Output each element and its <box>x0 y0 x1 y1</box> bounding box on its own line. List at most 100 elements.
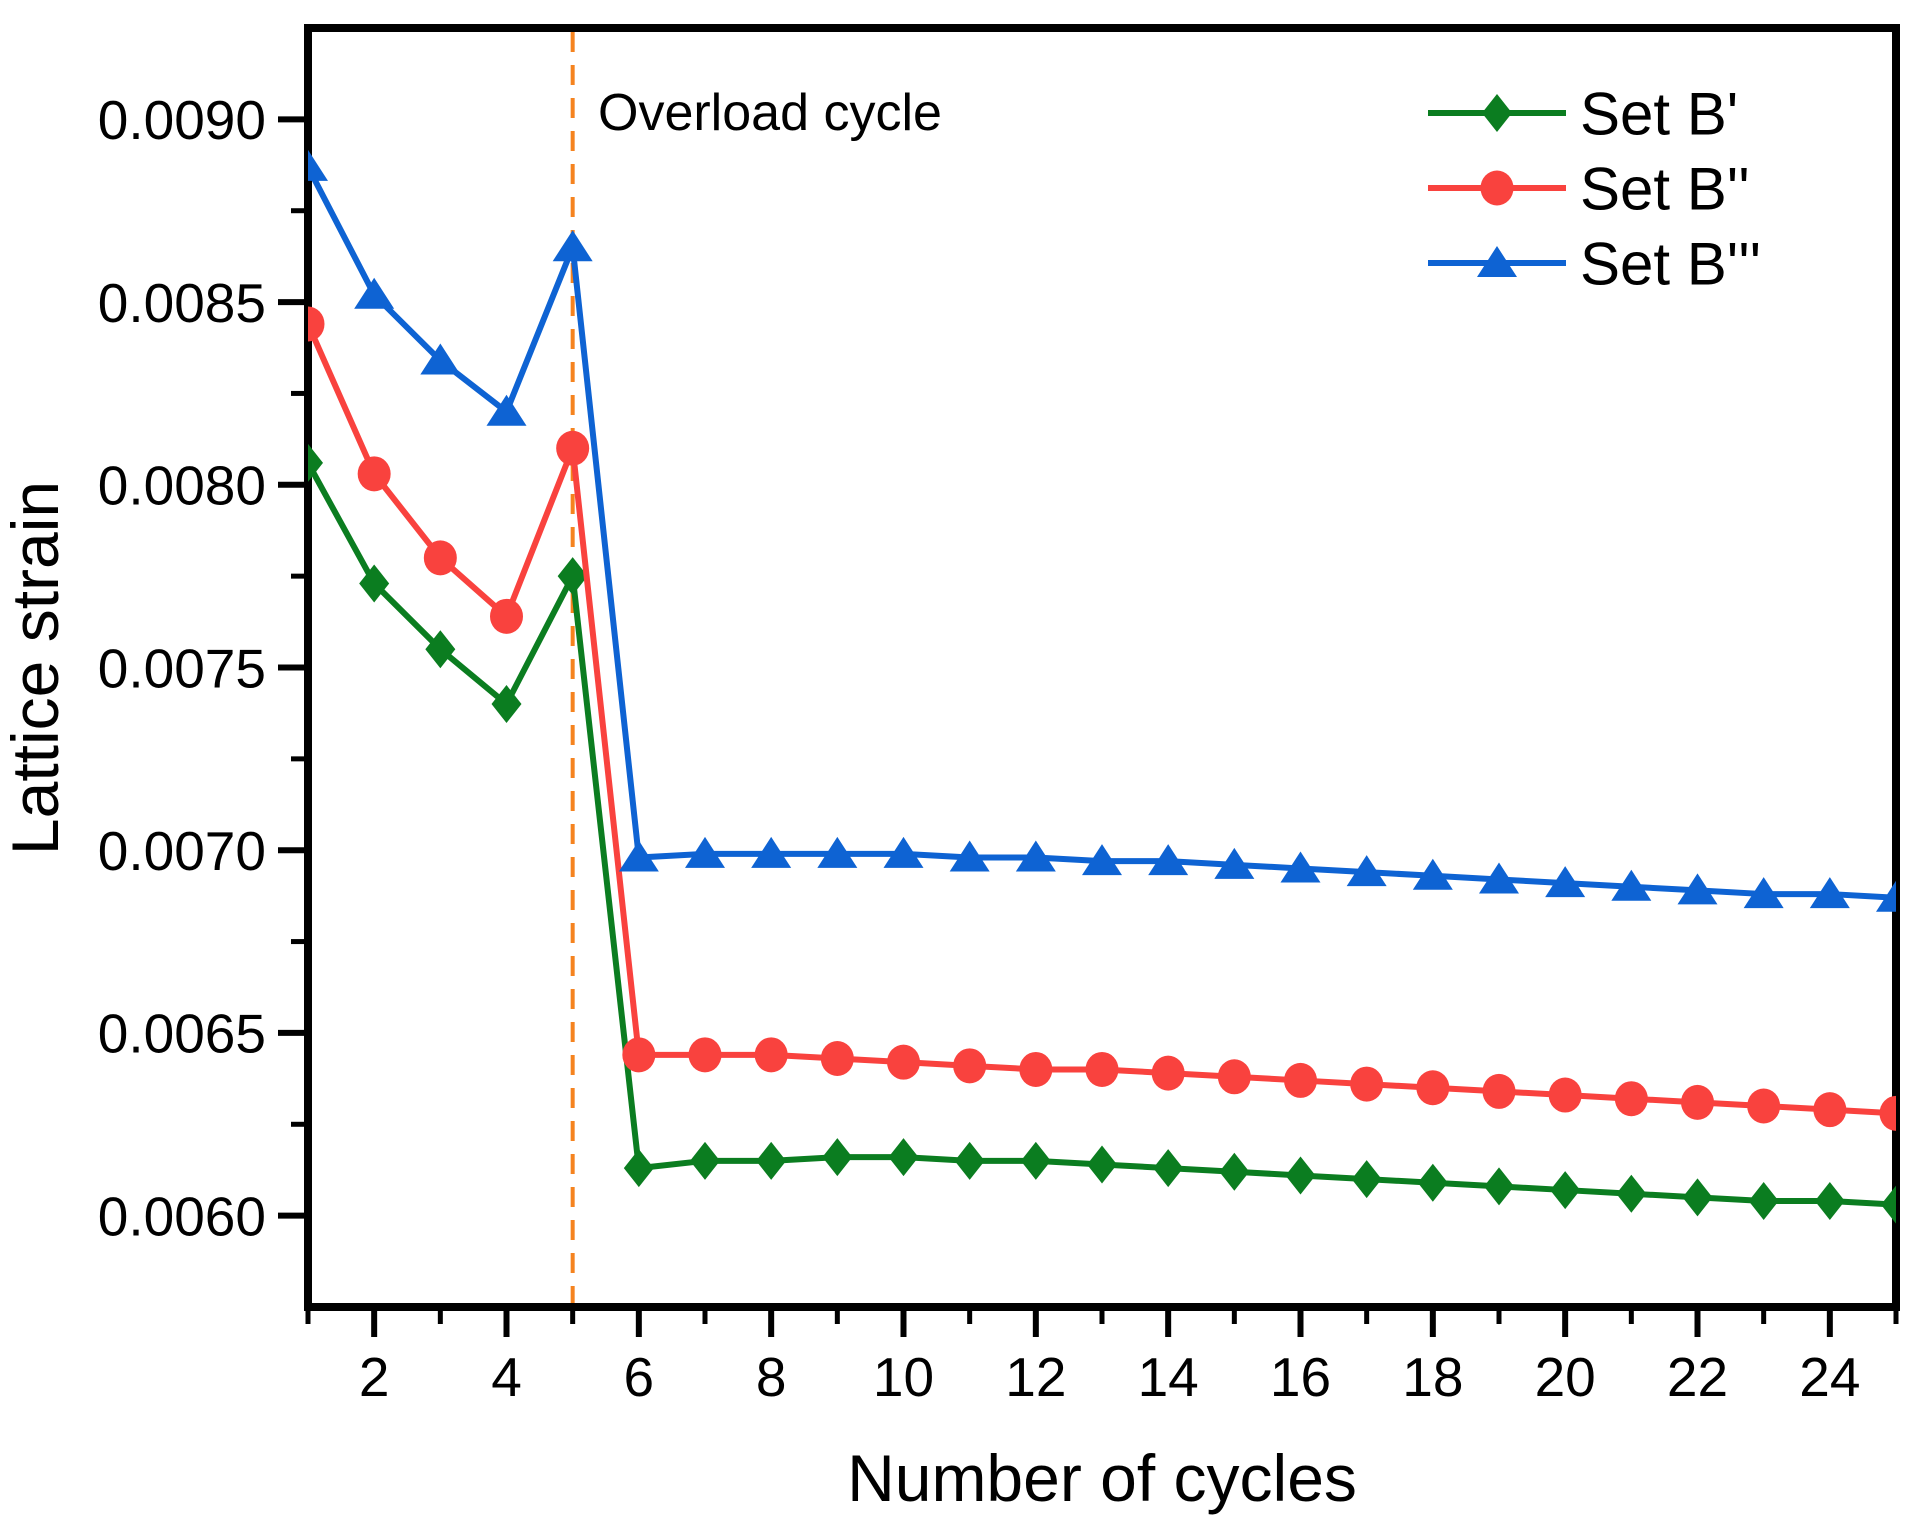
x-tick-label: 20 <box>1535 1346 1596 1408</box>
series-set-b <box>308 149 1896 912</box>
circle-marker <box>423 540 457 576</box>
y-tick-label: 0.0060 <box>98 1185 266 1247</box>
x-tick-label: 14 <box>1138 1346 1199 1408</box>
circle-marker <box>1482 1073 1516 1109</box>
diamond-marker <box>822 1138 853 1177</box>
diamond-marker <box>1482 94 1512 132</box>
legend-label-set-b-triple-prime: Set B''' <box>1580 231 1761 298</box>
x-tick-label: 6 <box>624 1346 655 1408</box>
triangle-marker <box>354 277 395 309</box>
legend-label-set-b-prime: Set B' <box>1580 81 1738 148</box>
diamond-marker <box>1417 1163 1448 1202</box>
diamond-marker <box>690 1141 720 1180</box>
plot-border <box>304 24 1900 1311</box>
triangle-marker <box>1082 844 1122 876</box>
series-set-b-line <box>308 459 1896 1208</box>
x-tick-label: 18 <box>1402 1346 1463 1408</box>
circle-marker <box>1019 1051 1053 1087</box>
circle-marker <box>490 598 523 634</box>
circle-marker <box>1085 1051 1119 1087</box>
diamond-marker <box>1616 1174 1647 1213</box>
legend: Set B' Set B'' Set B''' <box>1428 81 1761 298</box>
y-axis-title: Lattice strain <box>0 481 72 855</box>
circle-marker <box>1548 1077 1582 1113</box>
triangle-marker <box>1477 246 1517 277</box>
triangle-marker <box>817 836 858 868</box>
series-set-b <box>308 443 1896 1224</box>
circle-marker <box>688 1037 722 1073</box>
diamond-marker <box>359 564 390 603</box>
circle-marker <box>1217 1059 1251 1095</box>
circle-marker <box>1681 1084 1714 1120</box>
diamond-marker <box>1881 1185 1896 1224</box>
diamond-marker <box>1219 1152 1250 1191</box>
diamond-marker <box>888 1138 919 1177</box>
diamond-marker <box>756 1141 787 1180</box>
triangle-marker <box>751 836 792 868</box>
triangle-marker <box>1876 880 1896 912</box>
y-tick-label: 0.0065 <box>98 1003 266 1065</box>
x-tick-label: 2 <box>359 1346 390 1408</box>
triangle-marker <box>1280 851 1321 883</box>
y-tick-label: 0.0090 <box>98 89 266 151</box>
triangle-marker <box>1412 858 1453 890</box>
triangle-marker <box>1545 866 1586 898</box>
triangle-marker <box>1611 869 1652 901</box>
circle-marker <box>357 456 391 492</box>
circle-marker <box>1813 1092 1847 1128</box>
circle-marker <box>1350 1066 1384 1102</box>
diamond-marker <box>425 630 456 669</box>
diamond-marker <box>1285 1156 1316 1195</box>
legend-label-set-b-double-prime: Set B'' <box>1580 156 1750 223</box>
triangle-marker <box>1015 840 1056 872</box>
triangle-marker <box>486 394 527 426</box>
x-tick-label: 22 <box>1667 1346 1728 1408</box>
x-axis-title: Number of cycles <box>847 1441 1357 1515</box>
legend-swatches <box>1428 94 1566 277</box>
x-tick-label: 12 <box>1005 1346 1066 1408</box>
circle-marker <box>887 1044 920 1080</box>
y-tick-label: 0.0080 <box>98 455 266 517</box>
x-tick-label: 16 <box>1270 1346 1331 1408</box>
circle-marker <box>820 1041 854 1077</box>
circle-marker <box>1284 1062 1317 1098</box>
triangle-marker <box>685 836 725 868</box>
circle-marker <box>953 1048 987 1084</box>
series-set-b <box>308 306 1896 1131</box>
series-set-b-line <box>308 320 1896 1117</box>
diamond-marker <box>1153 1149 1184 1188</box>
diamond-marker <box>1748 1182 1779 1221</box>
diamond-marker <box>954 1141 985 1180</box>
triangle-marker <box>883 836 924 868</box>
series-layer <box>308 149 1896 1224</box>
circle-marker <box>1480 170 1514 206</box>
triangle-marker <box>1809 877 1850 909</box>
triangle-marker <box>1677 873 1718 905</box>
diamond-marker <box>1351 1160 1382 1199</box>
triangle-marker <box>949 840 990 872</box>
diamond-marker <box>623 1149 654 1188</box>
y-tick-label: 0.0085 <box>98 272 266 334</box>
diamond-marker <box>308 443 323 482</box>
diamond-marker <box>1814 1182 1845 1221</box>
triangle-marker <box>1479 862 1519 894</box>
triangle-marker <box>1346 855 1387 887</box>
triangle-marker <box>1743 877 1784 909</box>
overload-annotation: Overload cycle <box>598 84 942 142</box>
y-tick-label: 0.0070 <box>98 820 266 882</box>
triangle-marker <box>1214 847 1255 879</box>
y-tick-label: 0.0075 <box>98 637 266 699</box>
triangle-marker <box>308 149 328 181</box>
circle-marker <box>308 306 325 342</box>
circle-marker <box>556 430 590 466</box>
circle-marker <box>622 1037 656 1073</box>
diamond-marker <box>1682 1178 1713 1217</box>
circle-marker <box>1614 1081 1648 1117</box>
circle-marker <box>754 1037 788 1073</box>
circle-marker <box>1151 1055 1185 1091</box>
diamond-marker <box>1020 1141 1051 1180</box>
triangle-marker <box>420 343 461 375</box>
circle-marker <box>1416 1070 1450 1106</box>
circle-marker <box>1879 1095 1896 1131</box>
